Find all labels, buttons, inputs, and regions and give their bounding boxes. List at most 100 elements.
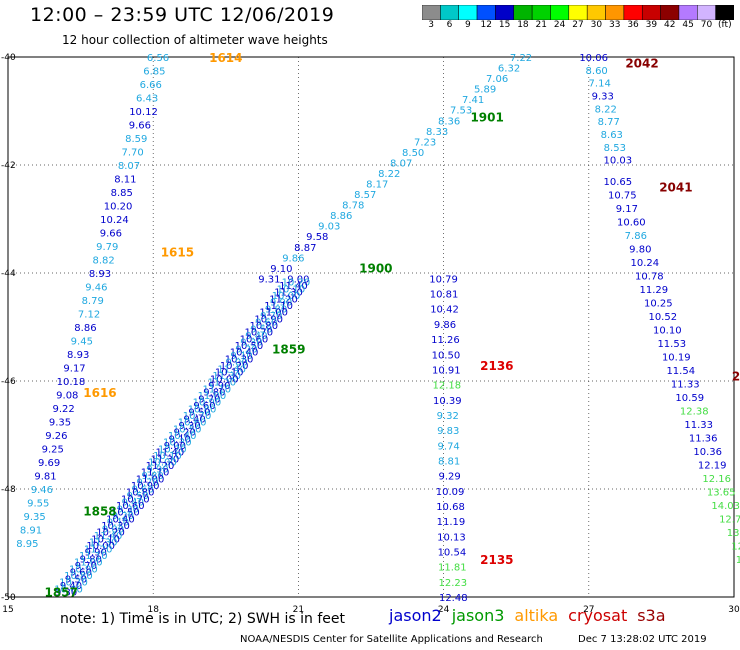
wave-height-value: 8.86 [74, 323, 96, 334]
y-tick-label: -50 [1, 593, 16, 603]
legend-altika: altika [514, 606, 559, 625]
wave-height-value: 9.26 [45, 431, 67, 442]
wave-height-value: 8.87 [294, 243, 316, 254]
wave-height-value: 11.29 [639, 285, 668, 296]
wave-height-value: 9.20 [112, 511, 134, 522]
wave-height-value: 10.80 [249, 321, 278, 332]
wave-height-value: 11.36 [689, 434, 718, 445]
wave-height-value: 10.10 [277, 284, 306, 295]
colorbar-label: 36 [627, 20, 639, 30]
wave-height-value: 10.80 [64, 571, 93, 582]
wave-height-value: 9.80 [80, 554, 102, 565]
wave-height-value: 9.32 [437, 411, 459, 422]
wave-height-value: 10.60 [54, 584, 83, 595]
wave-height-value: 11.10 [264, 301, 293, 312]
wave-height-value: 10.42 [430, 305, 459, 316]
wave-height-value: 9.30 [179, 421, 201, 432]
wave-height-value: 10.50 [111, 508, 140, 519]
chart-title: 12:00 – 23:59 UTC 12/06/2019 [30, 4, 335, 26]
wave-height-value: 9.83 [437, 426, 459, 437]
wave-height-value: 8.79 [82, 296, 104, 307]
wave-height-value: 9.66 [129, 121, 151, 132]
wave-height-value: 10.13 [437, 532, 466, 543]
wave-height-value: 10.20 [282, 278, 311, 289]
wave-height-value: 9.90 [270, 298, 292, 309]
wave-height-value: 10.90 [131, 481, 160, 492]
x-tick-label: 21 [293, 605, 304, 615]
wave-height-value: 10.20 [96, 528, 125, 539]
colorbar-swatch [715, 5, 734, 20]
pass-time-label: 1616 [83, 386, 116, 400]
wave-height-value: 9.20 [235, 344, 257, 355]
wave-height-value: 9.90 [208, 381, 230, 392]
wave-height-value: 8.11 [114, 175, 136, 186]
colorbar-labels: 3 6 9 12 15 18 21 24 27 30 33 36 39 42 45 70 (ft) [422, 20, 734, 34]
wave-height-value: 11.30 [151, 454, 180, 465]
wave-height-value: 10.81 [430, 290, 459, 301]
wave-height-value: 10.36 [693, 447, 722, 458]
wave-height-value: 11.81 [438, 563, 467, 574]
wave-height-value: 11.10 [141, 468, 170, 479]
wave-height-value: 9.86 [434, 320, 456, 331]
wave-height-value: 9.90 [146, 464, 168, 475]
wave-height-value: 7.86 [625, 231, 647, 242]
wave-height-value: 11.33 [671, 380, 700, 391]
wave-height-value: 12.48 [439, 593, 468, 604]
wave-height-value: 9.10 [230, 351, 252, 362]
wave-height-value: 10.12 [129, 107, 158, 118]
wave-height-value: 7.06 [486, 74, 508, 85]
y-tick-label: -40 [1, 53, 16, 63]
y-tick-label: -44 [1, 269, 16, 279]
wave-height-value: 10.19 [662, 353, 691, 364]
legend-jason3: jason3 [451, 606, 505, 625]
wave-height-value: 10.52 [648, 312, 677, 323]
wave-height-value: 10.90 [69, 564, 98, 575]
x-tick-label: 18 [147, 605, 159, 615]
wave-height-value: 10.50 [432, 350, 461, 361]
wave-height-value: 7.22 [510, 53, 532, 64]
wave-height-value: 7.23 [414, 137, 436, 148]
wave-height-value: 8.17 [366, 180, 388, 191]
pass-time-label: 1900 [359, 262, 392, 276]
wave-height-value: 9.74 [438, 441, 460, 452]
wave-height-value: 8.93 [89, 269, 111, 280]
wave-height-value: 10.60 [178, 418, 207, 429]
legend-jason2: jason2 [389, 606, 442, 625]
wave-height-value: 12. [731, 542, 740, 553]
wave-height-value: 8.93 [67, 350, 89, 361]
wave-height-value: 12.23 [438, 578, 467, 589]
generation-timestamp: Dec 7 13:28:02 UTC 2019 [578, 634, 707, 645]
colorbar-label: 39 [645, 20, 658, 30]
wave-height-value: 6.85 [143, 67, 165, 78]
wave-height-value: 9.81 [34, 472, 56, 483]
wave-height-value: 13.65 [707, 488, 736, 499]
colorbar-label: 15 [498, 20, 511, 30]
wave-height-value: 10.30 [163, 438, 192, 449]
wave-height-value: 9.10 [107, 518, 129, 529]
wave-height-value: 8.85 [111, 188, 133, 199]
wave-height-value: 9.00 [164, 441, 186, 452]
wave-height-value: 9.70 [198, 394, 220, 405]
credit-text: NOAA/NESDIS Center for Satellite Applica… [240, 634, 543, 645]
wave-height-value: 11.33 [684, 420, 713, 431]
wave-height-value: 9.60 [70, 568, 92, 579]
wave-height-value: 11.40 [156, 448, 185, 459]
wave-height-value: 10.70 [59, 578, 88, 589]
footer-note: note: 1) Time is in UTC; 2) SWH is in fe… [60, 611, 346, 627]
wave-height-value: 9.00 [287, 274, 309, 285]
wave-height-value: 10.80 [188, 404, 217, 415]
wave-height-value: 8.07 [390, 158, 412, 169]
wave-height-value: 9.70 [75, 561, 97, 572]
legend-s3a: s3a [637, 606, 666, 625]
wave-height-value: 12.19 [698, 461, 727, 472]
wave-height-value: 8.59 [125, 134, 147, 145]
wave-height-value: 10.03 [604, 156, 633, 167]
wave-height-value: 9.69 [38, 458, 60, 469]
wave-height-value: 9.00 [225, 358, 247, 369]
wave-height-value: 8.77 [598, 117, 620, 128]
wave-height-value: 10.65 [604, 177, 633, 188]
wave-height-value: 9.45 [71, 337, 93, 348]
wave-height-value: 5.89 [474, 85, 496, 96]
wave-height-value: 8.63 [601, 130, 623, 141]
wave-height-value: 7.53 [450, 106, 472, 117]
